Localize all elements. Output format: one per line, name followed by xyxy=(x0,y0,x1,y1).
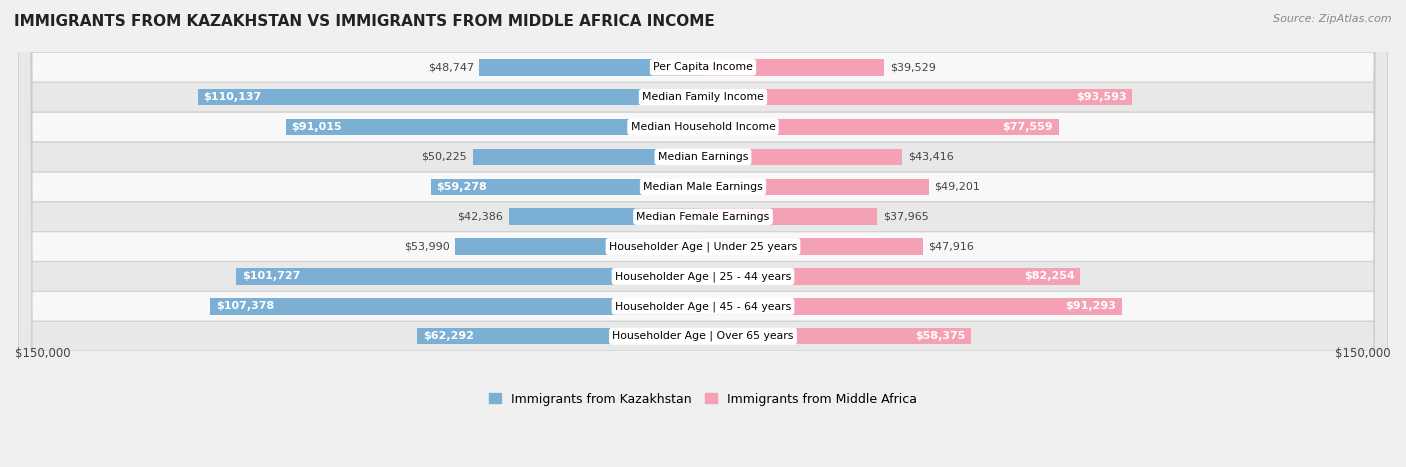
Text: $82,254: $82,254 xyxy=(1024,271,1074,282)
FancyBboxPatch shape xyxy=(18,0,1388,467)
Text: IMMIGRANTS FROM KAZAKHSTAN VS IMMIGRANTS FROM MIDDLE AFRICA INCOME: IMMIGRANTS FROM KAZAKHSTAN VS IMMIGRANTS… xyxy=(14,14,714,29)
Bar xyxy=(703,268,1080,285)
Bar xyxy=(236,268,703,285)
Text: Median Earnings: Median Earnings xyxy=(658,152,748,162)
Bar xyxy=(703,178,929,195)
FancyBboxPatch shape xyxy=(18,0,1388,467)
Text: $110,137: $110,137 xyxy=(204,92,262,102)
Text: Householder Age | Over 65 years: Householder Age | Over 65 years xyxy=(612,331,794,341)
Bar xyxy=(285,119,703,135)
Text: Source: ZipAtlas.com: Source: ZipAtlas.com xyxy=(1274,14,1392,24)
Bar xyxy=(418,328,703,344)
Text: $43,416: $43,416 xyxy=(908,152,953,162)
Text: $50,225: $50,225 xyxy=(422,152,467,162)
Text: $107,378: $107,378 xyxy=(217,301,274,311)
Bar xyxy=(432,178,703,195)
Text: $47,916: $47,916 xyxy=(928,241,974,252)
Bar xyxy=(456,238,703,255)
Text: Median Female Earnings: Median Female Earnings xyxy=(637,212,769,222)
Text: Median Male Earnings: Median Male Earnings xyxy=(643,182,763,192)
Bar xyxy=(479,59,703,76)
Text: $49,201: $49,201 xyxy=(934,182,980,192)
Bar xyxy=(509,208,703,225)
Bar xyxy=(703,119,1059,135)
Text: $101,727: $101,727 xyxy=(242,271,301,282)
Text: $91,293: $91,293 xyxy=(1066,301,1116,311)
FancyBboxPatch shape xyxy=(18,0,1388,467)
Bar xyxy=(703,328,970,344)
FancyBboxPatch shape xyxy=(18,0,1388,467)
Text: Householder Age | 25 - 44 years: Householder Age | 25 - 44 years xyxy=(614,271,792,282)
Text: Householder Age | 45 - 64 years: Householder Age | 45 - 64 years xyxy=(614,301,792,311)
Text: Per Capita Income: Per Capita Income xyxy=(652,62,754,72)
Text: $93,593: $93,593 xyxy=(1076,92,1126,102)
Bar xyxy=(703,208,877,225)
Text: $91,015: $91,015 xyxy=(291,122,342,132)
FancyBboxPatch shape xyxy=(18,0,1388,467)
Bar xyxy=(703,59,884,76)
Text: $48,747: $48,747 xyxy=(427,62,474,72)
Text: $62,292: $62,292 xyxy=(423,331,474,341)
FancyBboxPatch shape xyxy=(18,0,1388,467)
Text: Householder Age | Under 25 years: Householder Age | Under 25 years xyxy=(609,241,797,252)
Text: $150,000: $150,000 xyxy=(15,347,70,360)
Bar xyxy=(703,298,1122,314)
Bar xyxy=(703,149,903,165)
FancyBboxPatch shape xyxy=(18,0,1388,467)
Legend: Immigrants from Kazakhstan, Immigrants from Middle Africa: Immigrants from Kazakhstan, Immigrants f… xyxy=(484,388,922,410)
Text: Median Family Income: Median Family Income xyxy=(643,92,763,102)
Text: $59,278: $59,278 xyxy=(437,182,488,192)
Bar xyxy=(472,149,703,165)
Bar xyxy=(211,298,703,314)
FancyBboxPatch shape xyxy=(18,0,1388,467)
FancyBboxPatch shape xyxy=(18,0,1388,467)
FancyBboxPatch shape xyxy=(18,0,1388,467)
Bar xyxy=(703,89,1132,106)
Text: $77,559: $77,559 xyxy=(1002,122,1053,132)
Text: $150,000: $150,000 xyxy=(1336,347,1391,360)
Text: $42,386: $42,386 xyxy=(457,212,503,222)
Bar xyxy=(703,238,922,255)
Bar xyxy=(198,89,703,106)
Text: $58,375: $58,375 xyxy=(915,331,966,341)
Text: $39,529: $39,529 xyxy=(890,62,935,72)
Text: Median Household Income: Median Household Income xyxy=(630,122,776,132)
Text: $53,990: $53,990 xyxy=(404,241,450,252)
Text: $37,965: $37,965 xyxy=(883,212,928,222)
